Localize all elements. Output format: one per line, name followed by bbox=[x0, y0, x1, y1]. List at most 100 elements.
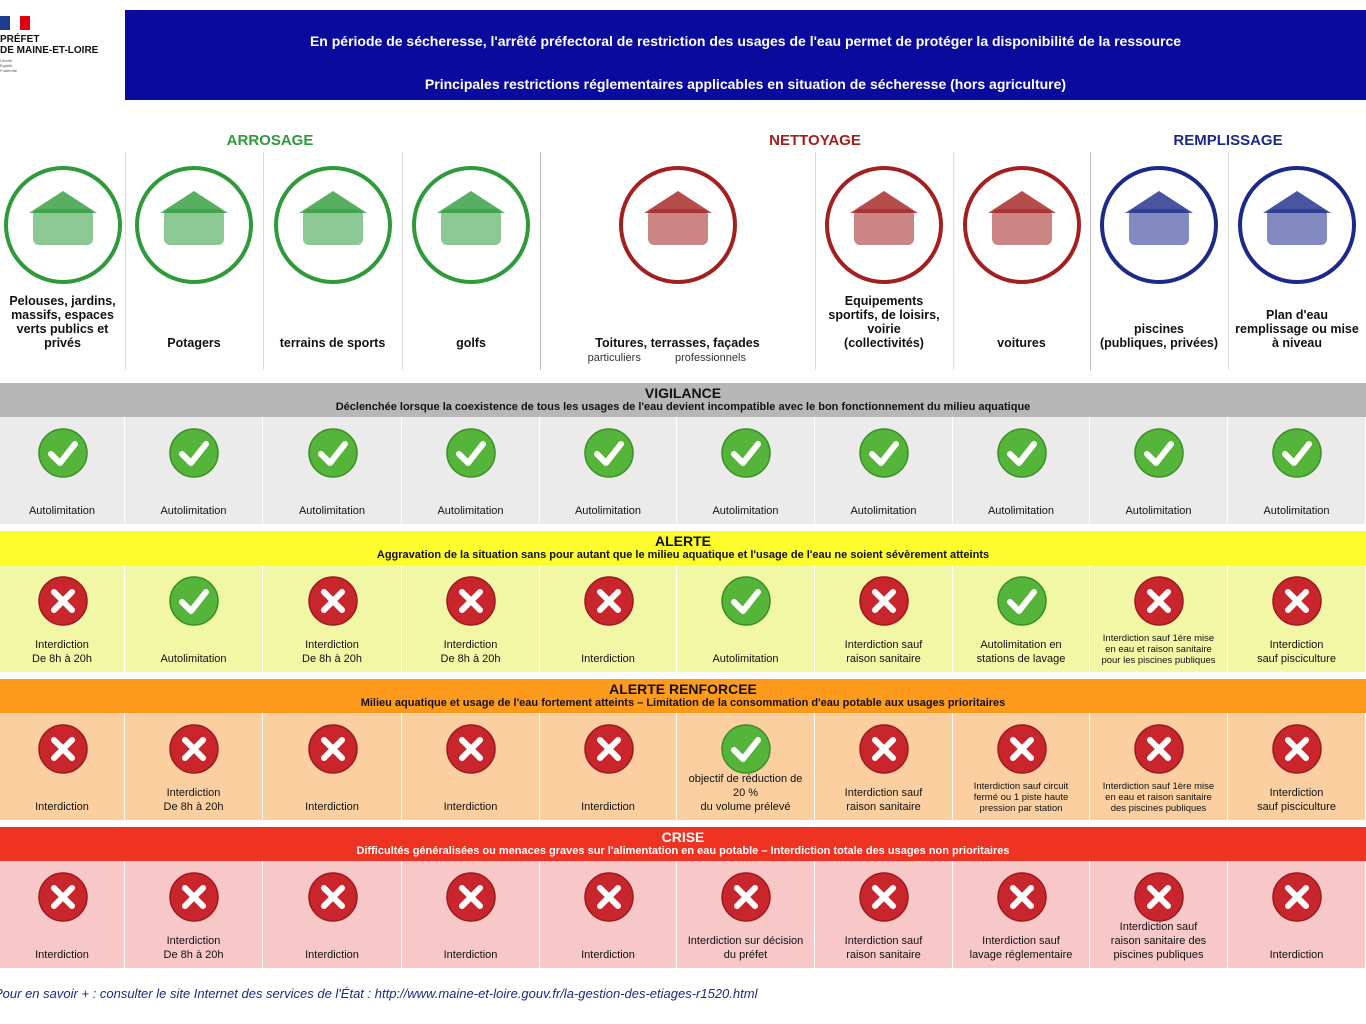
level-header: CRISE Difficultés généralisées ou menaces… bbox=[0, 827, 1366, 861]
icon-svg bbox=[412, 166, 530, 284]
status-text: Interdiction bbox=[443, 801, 498, 813]
icon-roof bbox=[1125, 191, 1193, 213]
logo-motto: Liberté Égalité Fraternité bbox=[0, 58, 18, 73]
status-text: Interdiction sauf raison sanitaire bbox=[844, 787, 923, 813]
cross-mark bbox=[182, 885, 206, 909]
item-label: piscines (publiques, privées) bbox=[1099, 322, 1219, 350]
icon-roof bbox=[1263, 191, 1331, 213]
status-icon bbox=[307, 576, 358, 626]
status-cell: Interdiction sauf raison sanitaire des p… bbox=[1090, 861, 1228, 968]
group-title: NETTOYAGE bbox=[769, 132, 861, 149]
icon-roof bbox=[850, 191, 918, 213]
status-icon bbox=[307, 428, 358, 478]
level-header: ALERTE Aggravation de la situation sans p… bbox=[0, 531, 1366, 565]
status-text: Autolimitation bbox=[28, 505, 96, 517]
status-text: Autolimitation bbox=[437, 505, 504, 517]
icon-svg bbox=[1100, 166, 1218, 284]
status-text: Interdiction bbox=[443, 949, 498, 961]
status-cell: Interdiction sauf lavage réglementaire bbox=[953, 861, 1090, 968]
status-text: objectif de réduction de 20 % du volume … bbox=[688, 773, 803, 813]
icon-svg bbox=[1238, 166, 1356, 284]
status-text: Interdiction bbox=[581, 949, 635, 961]
status-icon bbox=[1134, 872, 1184, 922]
level-description: Aggravation de la situation sans pour au… bbox=[376, 549, 990, 561]
item-label: terrains de sports bbox=[279, 336, 386, 350]
status-text: Interdiction sauf 1ère mise en eau et ra… bbox=[1101, 633, 1216, 666]
status-cell: Interdiction sauf 1ère mise en eau et ra… bbox=[1090, 713, 1228, 820]
status-cell: Autolimitation bbox=[953, 417, 1090, 524]
item-label: Plan d'eau remplissage ou mise à niveau bbox=[1235, 308, 1359, 350]
item-label: golfs bbox=[456, 336, 486, 350]
icon-roof bbox=[643, 191, 712, 213]
cross-mark bbox=[1147, 589, 1171, 613]
check-mark bbox=[179, 589, 209, 614]
status-icon bbox=[37, 576, 88, 626]
status-icon bbox=[446, 576, 496, 626]
cross-mark bbox=[1009, 885, 1034, 909]
cross-mark bbox=[1009, 737, 1034, 761]
icon-roof bbox=[28, 191, 97, 213]
status-cell: Autolimitation bbox=[677, 417, 815, 524]
status-text: Interdiction bbox=[581, 801, 635, 813]
column-separator bbox=[953, 152, 954, 370]
status-circle bbox=[721, 576, 771, 626]
status-text: Interdiction bbox=[305, 801, 359, 813]
status-cell: Interdiction sauf raison sanitaire bbox=[815, 713, 953, 820]
status-text: Interdiction De 8h à 20h bbox=[163, 935, 224, 961]
status-circle bbox=[721, 428, 771, 478]
status-cell: Interdiction sauf pisciculture bbox=[1228, 713, 1366, 820]
status-circle bbox=[307, 428, 358, 478]
status-cell: Autolimitation bbox=[125, 565, 263, 672]
check-mark bbox=[593, 441, 624, 466]
status-icon bbox=[583, 576, 634, 626]
item-icon bbox=[1, 163, 125, 287]
icon-roof bbox=[160, 191, 228, 213]
status-icon bbox=[446, 872, 496, 922]
icon-svg bbox=[825, 166, 943, 284]
status-cell: Interdiction sauf pisciculture bbox=[1228, 565, 1366, 672]
status-text: Interdiction sauf raison sanitaire des p… bbox=[1110, 921, 1207, 961]
logo-name: PRÉFET DE MAINE-ET-LOIRE bbox=[0, 34, 99, 56]
item-icon bbox=[822, 163, 946, 287]
status-icon bbox=[583, 872, 634, 922]
status-text: Autolimitation bbox=[298, 505, 366, 517]
status-text: Autolimitation bbox=[160, 653, 227, 665]
cross-mark bbox=[320, 589, 345, 613]
status-icon bbox=[996, 576, 1047, 626]
group-title: ARROSAGE bbox=[226, 132, 314, 149]
status-cell: Interdiction De 8h à 20h bbox=[125, 861, 263, 968]
status-circle bbox=[1272, 428, 1322, 478]
status-icon bbox=[169, 872, 219, 922]
icon-shape bbox=[1267, 209, 1327, 245]
status-cell: Interdiction De 8h à 20h bbox=[263, 565, 402, 672]
column-separator bbox=[263, 152, 264, 370]
status-icon bbox=[446, 724, 496, 774]
status-cell: Interdiction bbox=[263, 861, 402, 968]
status-icon bbox=[721, 724, 771, 774]
status-cell: Interdiction bbox=[263, 713, 402, 820]
status-icon bbox=[1134, 724, 1184, 774]
status-text: Autolimitation bbox=[1263, 505, 1330, 517]
cross-mark bbox=[872, 737, 896, 761]
status-icon bbox=[169, 576, 219, 626]
status-cell: Interdiction De 8h à 20h bbox=[402, 565, 540, 672]
status-cell: Autolimitation en stations de lavage bbox=[953, 565, 1090, 672]
cross-mark bbox=[596, 885, 621, 909]
status-icon bbox=[169, 428, 219, 478]
column-separator bbox=[1228, 152, 1229, 370]
status-icon bbox=[583, 428, 634, 478]
status-cell: Interdiction bbox=[1228, 861, 1366, 968]
status-icon bbox=[996, 872, 1047, 922]
item-icon bbox=[960, 163, 1084, 287]
footer-link[interactable]: Pour en savoir + : consulter le site Int… bbox=[0, 986, 758, 1001]
status-circle bbox=[583, 428, 634, 478]
icon-shape bbox=[854, 209, 914, 245]
check-mark bbox=[1006, 441, 1037, 466]
status-cell: Autolimitation bbox=[125, 417, 263, 524]
check-mark bbox=[869, 441, 899, 466]
icon-svg bbox=[273, 166, 392, 284]
status-cell: Autolimitation bbox=[1090, 417, 1228, 524]
item-label: Toitures, terrasses, façades bbox=[595, 336, 760, 350]
status-icon bbox=[859, 428, 909, 478]
